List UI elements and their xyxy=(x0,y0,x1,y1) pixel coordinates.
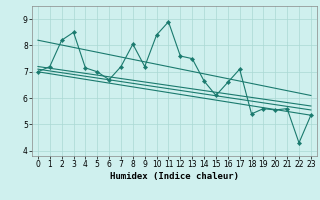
X-axis label: Humidex (Indice chaleur): Humidex (Indice chaleur) xyxy=(110,172,239,181)
